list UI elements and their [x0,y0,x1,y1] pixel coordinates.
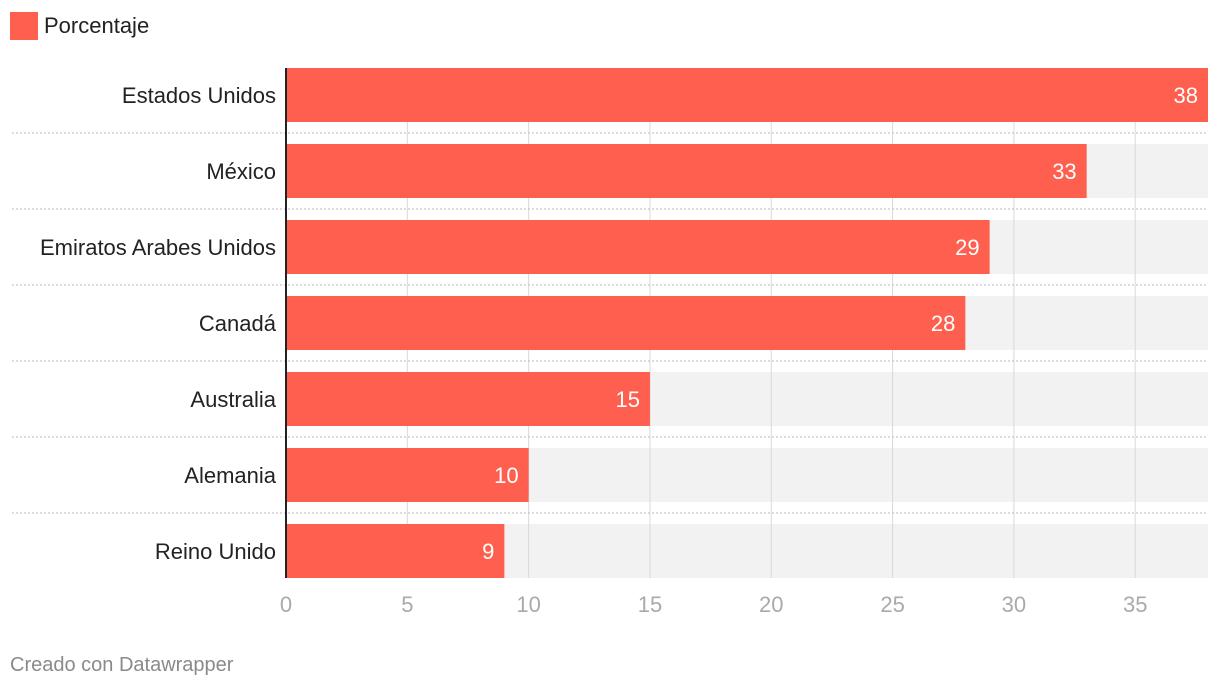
bar [286,372,650,426]
value-label: 38 [1174,83,1198,108]
category-label: Canadá [199,311,277,336]
bar [286,68,1208,122]
value-label: 9 [482,539,494,564]
value-label: 29 [955,235,979,260]
tick-label: 30 [1002,592,1026,617]
value-label: 33 [1052,159,1076,184]
bar [286,220,990,274]
tick-label: 10 [516,592,540,617]
legend-label: Porcentaje [44,13,150,38]
category-label: México [206,159,276,184]
category-label: Australia [190,387,276,412]
category-label: Estados Unidos [122,83,276,108]
value-label: 28 [931,311,955,336]
bar [286,144,1087,198]
tick-label: 0 [280,592,292,617]
value-label: 10 [494,463,518,488]
legend-swatch [10,12,38,40]
tick-label: 25 [880,592,904,617]
tick-label: 20 [759,592,783,617]
bar [286,524,505,578]
value-label: 15 [615,387,639,412]
legend: Porcentaje [10,12,149,40]
tick-label: 15 [638,592,662,617]
footer-credit: Creado con Datawrapper [10,654,234,676]
category-label: Emiratos Arabes Unidos [40,235,276,260]
bar [286,448,529,502]
tick-label: 5 [401,592,413,617]
tick-label: 35 [1123,592,1147,617]
bar [286,296,966,350]
category-label: Reino Unido [155,539,276,564]
category-label: Alemania [184,463,276,488]
